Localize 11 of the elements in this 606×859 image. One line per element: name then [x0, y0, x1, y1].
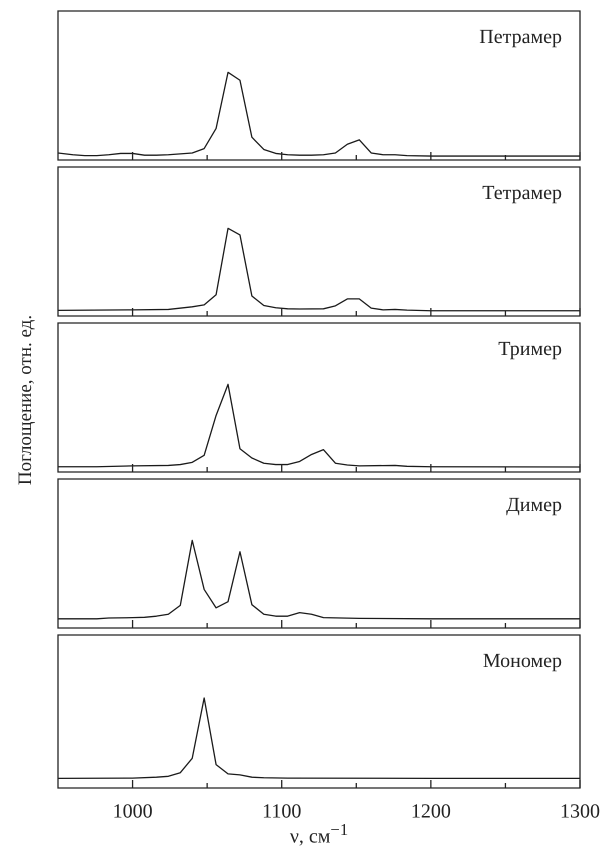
chart-title: Димер [506, 494, 562, 516]
x-axis-title: ν, см$^{−1}$ [290, 820, 348, 848]
y-axis-title: Поглощение, отн. ед. [15, 314, 38, 486]
x-tick-label: 1100 [262, 800, 302, 822]
x-tick-label: 1200 [410, 800, 451, 822]
chart-title: Петрамер [479, 26, 562, 48]
x-tick-label: 1300 [560, 800, 600, 822]
x-tick-label: 1000 [112, 800, 153, 822]
chart-title: Тетрамер [482, 182, 562, 204]
chart-title: Мономер [482, 650, 562, 672]
chart-title: Тример [498, 338, 562, 360]
